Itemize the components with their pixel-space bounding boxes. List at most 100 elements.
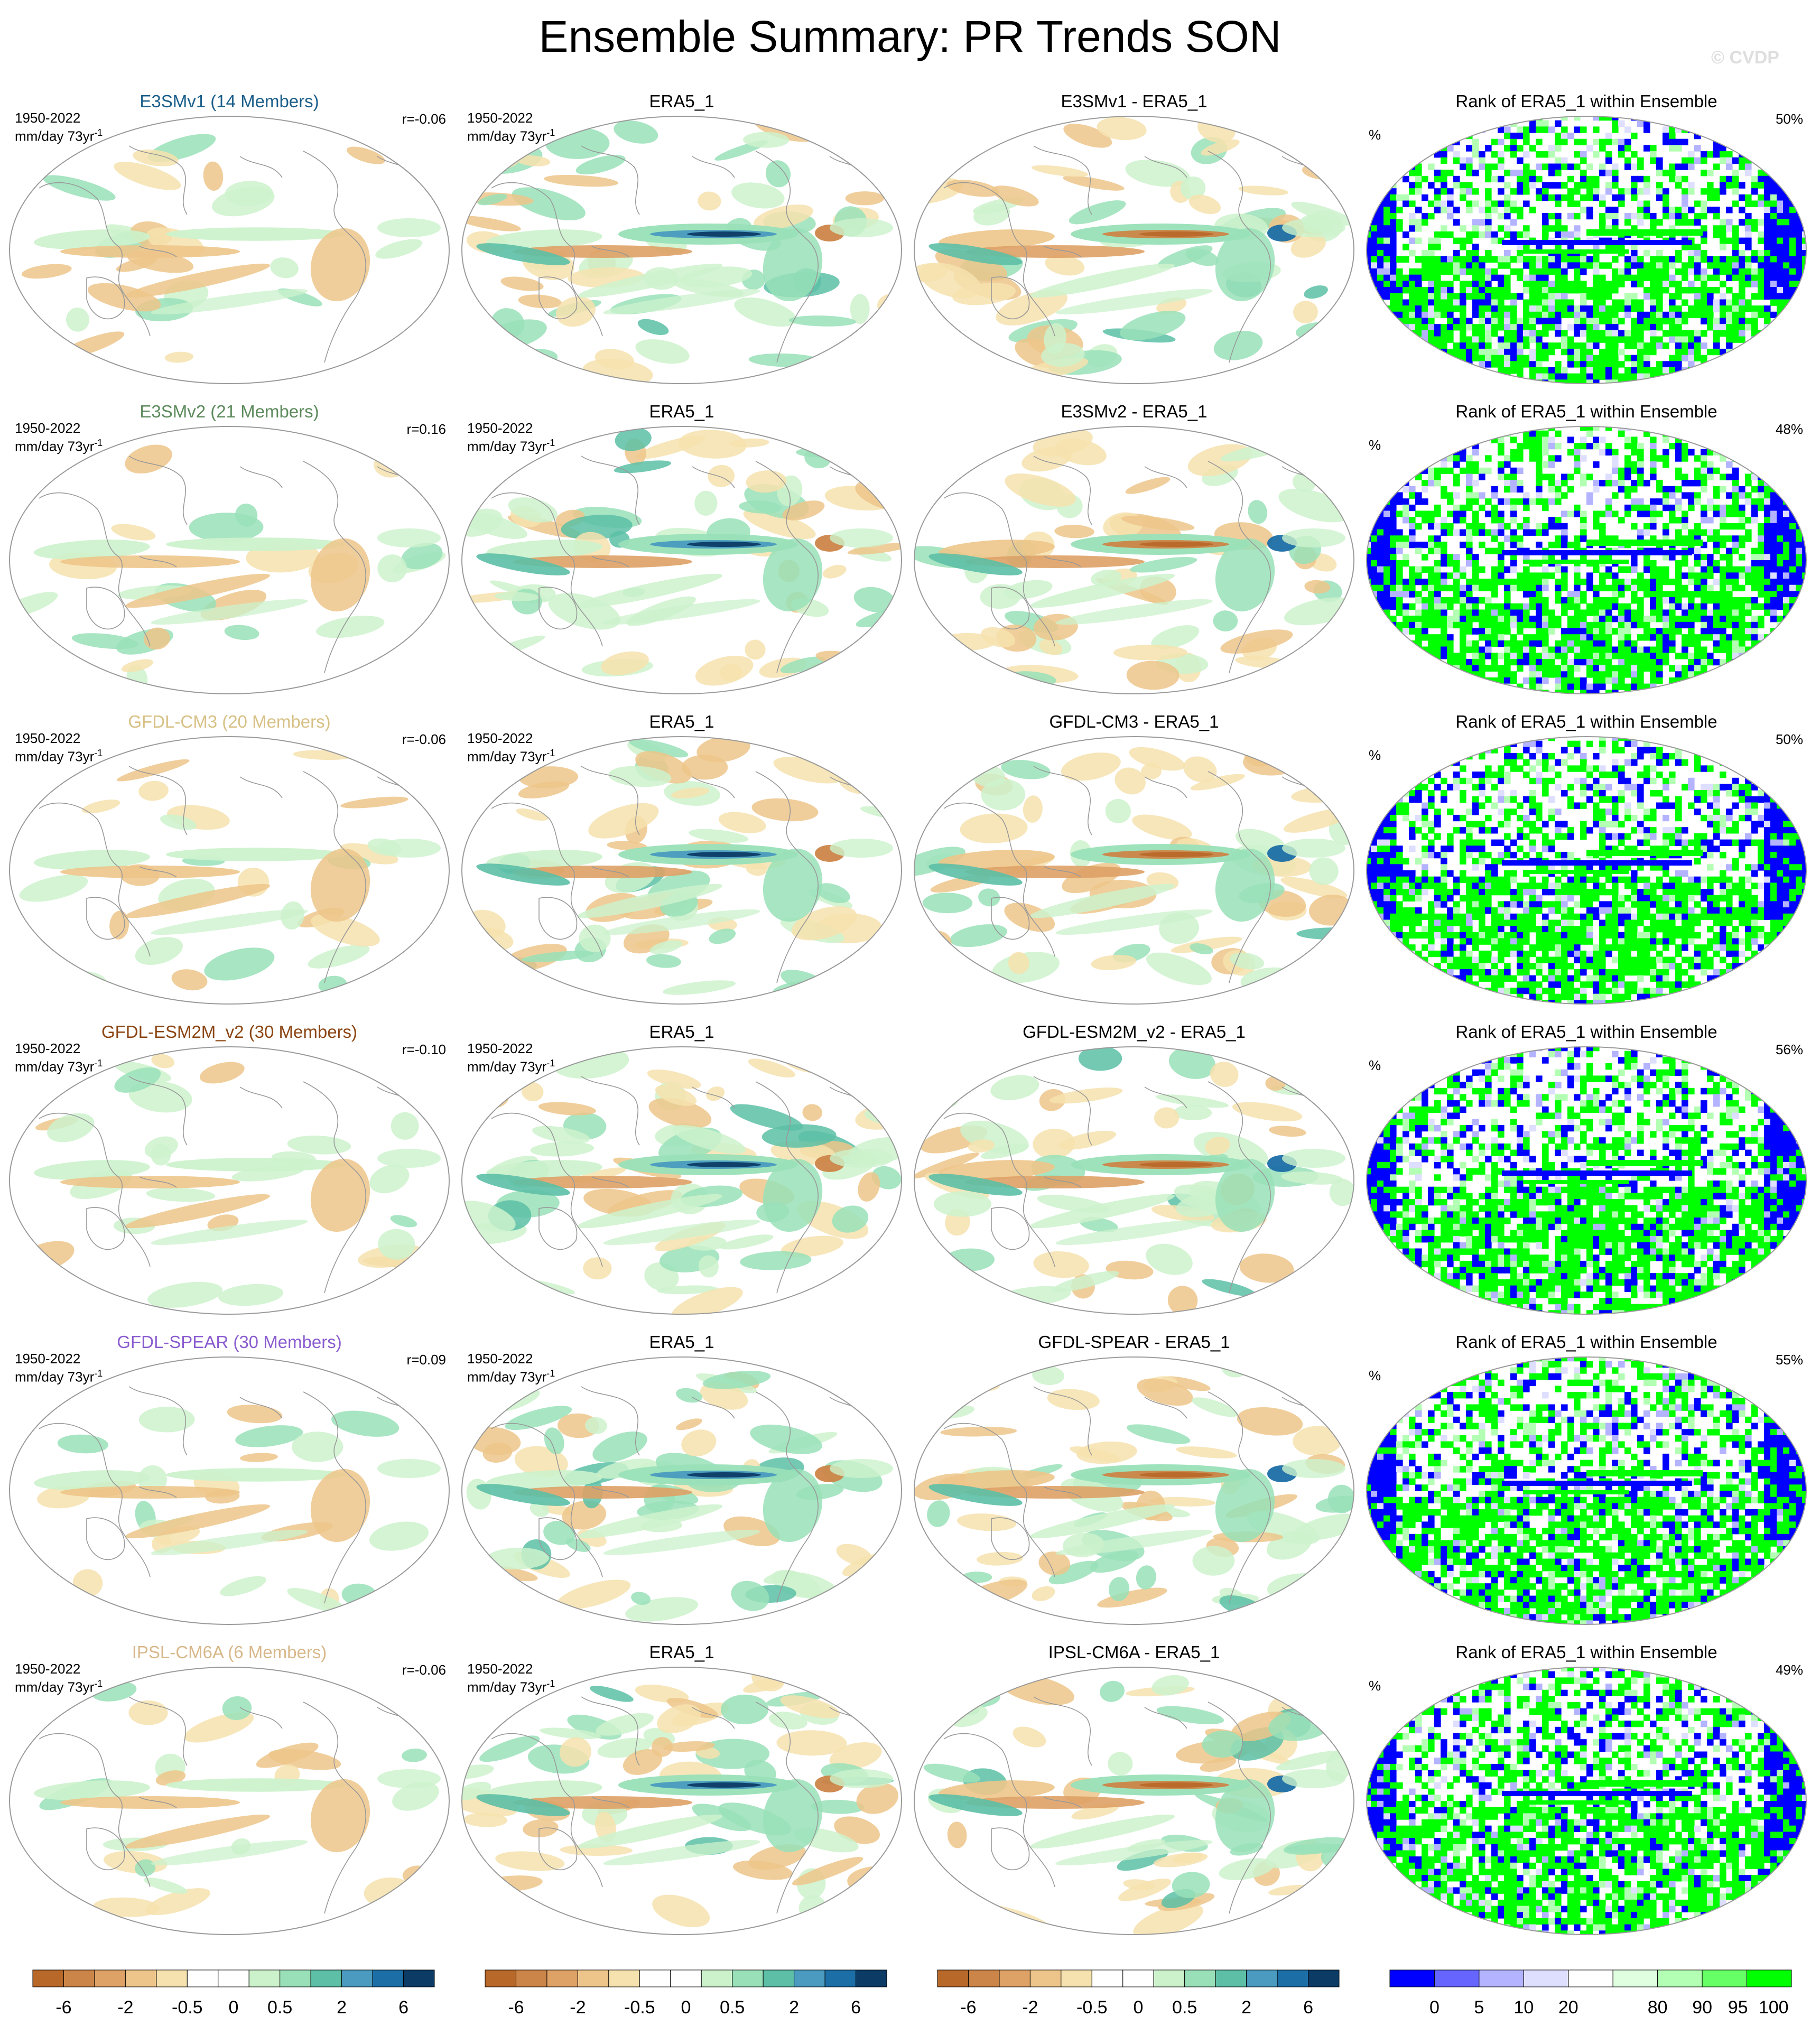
trend-colorbar-swatch — [1154, 1970, 1184, 1987]
model-trend-map — [7, 1355, 451, 1627]
trend-colorbar-tick-label: 0 — [229, 1997, 239, 2018]
trend-colorbar-tick-label: 6 — [851, 1997, 861, 2018]
diff-panel: GFDL-CM3 - ERA5_1 — [912, 710, 1356, 1006]
obs-trend-map — [460, 735, 904, 1006]
rank-colorbar-swatch — [1524, 1970, 1568, 1987]
trend-colorbar-swatch — [639, 1970, 670, 1987]
trend-colorbar-tick-label: -2 — [1022, 1997, 1038, 2018]
obs-trend-map — [460, 114, 904, 386]
trend-colorbar-swatch — [187, 1970, 218, 1987]
model-trend-map — [7, 1045, 451, 1316]
diff-panel: GFDL-ESM2M_v2 - ERA5_1 — [912, 1020, 1356, 1316]
model-trend-map — [7, 735, 451, 1006]
trend-colorbar-swatch — [1277, 1970, 1308, 1987]
trend-colorbar-swatch — [968, 1970, 999, 1987]
trend-colorbar-swatch — [1247, 1970, 1277, 1987]
trend-colorbar-swatch — [516, 1970, 546, 1987]
trend-colorbar-swatch — [856, 1970, 887, 1987]
diff-panel: IPSL-CM6A - ERA5_1 — [912, 1641, 1356, 1937]
trend-colorbar-tick-label: 2 — [789, 1997, 799, 2018]
diff-panel: E3SMv2 - ERA5_1 — [912, 400, 1356, 696]
trend-colorbar-swatch — [763, 1970, 794, 1987]
trend-colorbar-tick-label: -0.5 — [624, 1997, 655, 2018]
rank-colorbar-tick-label: 100 — [1759, 1997, 1789, 2018]
trend-colorbar-swatch — [311, 1970, 341, 1987]
obs-trend-map — [460, 1355, 904, 1627]
panel-title: GFDL-ESM2M_v2 - ERA5_1 — [912, 1020, 1356, 1044]
trend-colorbar-tick-label: 2 — [1241, 1997, 1251, 2018]
diff-panel: E3SMv1 - ERA5_1 — [912, 90, 1356, 386]
rank-colorbar-tick-label: 80 — [1648, 1997, 1668, 2018]
trend-colorbar-swatch — [249, 1970, 280, 1987]
panel-title: Rank of ERA5_1 within Ensemble — [1364, 710, 1808, 733]
rank-colorbar-tick-label: 95 — [1728, 1997, 1748, 2018]
trend-colorbar-tick-label: 0.5 — [720, 1997, 745, 2018]
trend-colorbar-swatch — [825, 1970, 856, 1987]
trend-colorbar-tick-label: 2 — [337, 1997, 347, 2018]
trend-colorbar-swatch — [95, 1970, 125, 1987]
trend-colorbar-swatch — [1061, 1970, 1092, 1987]
trend-colorbar-swatch — [156, 1970, 187, 1987]
panel-title: E3SMv2 - ERA5_1 — [912, 400, 1356, 423]
rank-map — [1364, 1355, 1808, 1627]
trend-colorbar-swatch — [218, 1970, 249, 1987]
rank-colorbar-swatch — [1479, 1970, 1524, 1987]
trend-colorbar-swatch — [1308, 1970, 1339, 1987]
rank-map — [1364, 114, 1808, 386]
rank-colorbar-tick-label: 90 — [1692, 1997, 1712, 2018]
difference-map — [912, 1665, 1356, 1937]
trend-colorbar-swatch — [671, 1970, 701, 1987]
rank-colorbar-swatch — [1658, 1970, 1702, 1987]
trend-colorbar-swatch — [937, 1970, 968, 1987]
rank-colorbar-tick-label: 0 — [1429, 1997, 1440, 2018]
trend-colorbar-swatch — [63, 1970, 94, 1987]
model-trend-map — [7, 1665, 451, 1937]
trend-colorbar-swatch — [547, 1970, 578, 1987]
panel-title: Rank of ERA5_1 within Ensemble — [1364, 90, 1808, 113]
rank-map — [1364, 1665, 1808, 1937]
difference-map — [912, 1355, 1356, 1627]
trend-colorbar-tick-label: 0.5 — [267, 1997, 292, 2018]
rank-colorbar-swatch — [1568, 1970, 1613, 1987]
panel-title: Rank of ERA5_1 within Ensemble — [1364, 1641, 1808, 1664]
difference-map — [912, 114, 1356, 386]
trend-colorbar-tick-label: 0 — [681, 1997, 691, 2018]
difference-map — [912, 735, 1356, 1006]
trend-colorbar-swatch — [609, 1970, 639, 1987]
trend-colorbar-swatch — [1123, 1970, 1154, 1987]
trend-colorbar-tick-label: -6 — [508, 1997, 524, 2018]
trend-colorbar-swatch — [485, 1970, 516, 1987]
trend-colorbar-tick-label: 0 — [1134, 1997, 1144, 2018]
trend-colorbar-tick-label: 6 — [398, 1997, 408, 2018]
trend-colorbar-swatch — [1185, 1970, 1215, 1987]
difference-map — [912, 424, 1356, 696]
obs-trend-map — [460, 1045, 904, 1316]
panel-title: IPSL-CM6A - ERA5_1 — [912, 1641, 1356, 1664]
model-trend-map — [7, 114, 451, 386]
trend-colorbar-tick-label: -0.5 — [172, 1997, 203, 2018]
trend-colorbar-swatch — [1215, 1970, 1246, 1987]
rank-map — [1364, 424, 1808, 696]
panel-title: Rank of ERA5_1 within Ensemble — [1364, 1020, 1808, 1044]
trend-colorbar-swatch — [999, 1970, 1030, 1987]
trend-colorbar-tick-label: -6 — [55, 1997, 71, 2018]
rank-colorbar-swatch — [1390, 1970, 1434, 1987]
